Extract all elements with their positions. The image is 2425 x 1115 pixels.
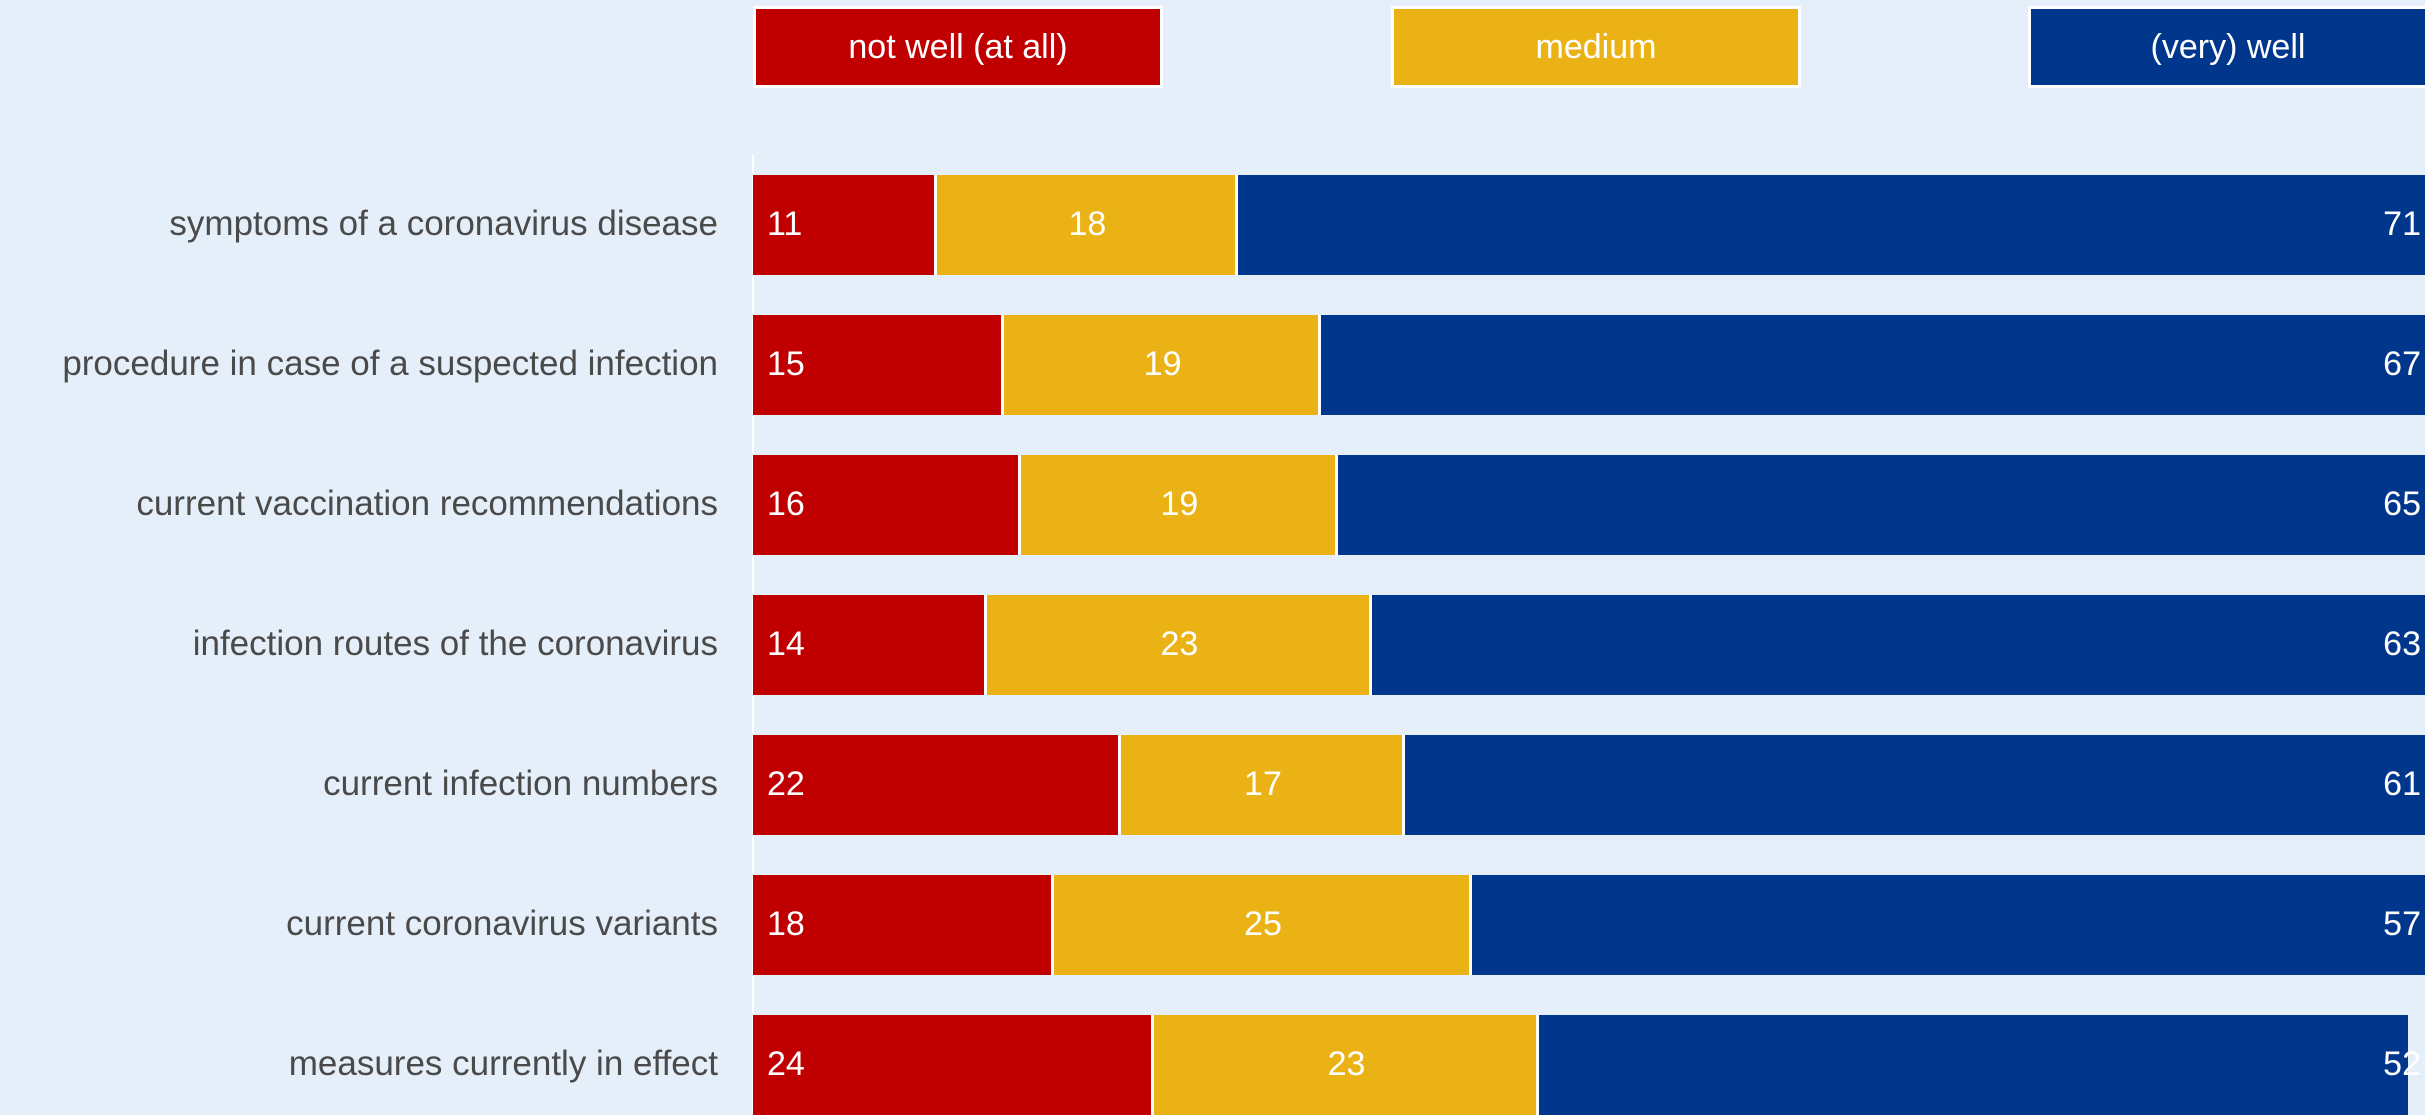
category-label: current vaccination recommendations — [136, 484, 718, 523]
data-label: 15 — [767, 345, 805, 383]
bar-segment — [1003, 315, 1322, 415]
bar-segment — [1538, 1015, 2409, 1115]
bar-segment — [753, 1015, 1155, 1115]
bar-segment — [1020, 455, 1339, 555]
bar-segment — [1371, 595, 2425, 695]
bar-segment — [753, 175, 937, 275]
bar-segment — [753, 455, 1021, 555]
category-label: current infection numbers — [323, 764, 718, 803]
bar-segment — [753, 595, 988, 695]
legend-item: not well (at all) — [753, 6, 1163, 88]
category-label: infection routes of the coronavirus — [192, 624, 718, 663]
data-label: 61 — [2383, 765, 2421, 803]
data-label: 19 — [1143, 345, 1182, 383]
category-label: symptoms of a coronavirus disease — [169, 204, 718, 243]
bar-segment — [753, 875, 1054, 975]
data-label: 57 — [2383, 905, 2421, 943]
bar-segment — [1120, 735, 1406, 835]
legend-item: medium — [1391, 6, 1801, 88]
bar-segment — [753, 735, 1121, 835]
bar-segment — [1338, 455, 2425, 555]
data-label: 23 — [1327, 1045, 1366, 1083]
bar-segment — [1405, 735, 2425, 835]
category-label: current coronavirus variants — [286, 904, 718, 943]
data-label: 63 — [2383, 625, 2421, 663]
data-label: 16 — [767, 485, 805, 523]
bar-segment — [1154, 1015, 1539, 1115]
bar-segment — [936, 175, 1238, 275]
data-label: 25 — [1244, 905, 1282, 943]
data-label: 65 — [2383, 485, 2421, 523]
bar-segment — [1321, 315, 2425, 415]
data-label: 11 — [767, 205, 803, 243]
data-label: 18 — [767, 905, 805, 943]
category-label: procedure in case of a suspected infecti… — [62, 344, 718, 383]
bar-segment — [1237, 175, 2425, 275]
legend-item: (very) well — [2028, 6, 2425, 88]
bar-segment — [1471, 875, 2425, 975]
bar-segment — [987, 595, 1372, 695]
category-label: measures currently in effect — [288, 1044, 718, 1083]
data-label: 22 — [767, 765, 805, 803]
data-label: 52 — [2383, 1045, 2421, 1083]
data-label: 17 — [1244, 765, 1282, 803]
data-label: 71 — [2383, 205, 2421, 243]
data-label: 67 — [2383, 345, 2421, 383]
data-label: 19 — [1160, 485, 1199, 523]
data-label: 18 — [1068, 205, 1107, 243]
data-label: 24 — [767, 1045, 805, 1083]
bar-segment — [753, 315, 1004, 415]
bar-segment — [1053, 875, 1472, 975]
data-label: 14 — [767, 625, 805, 663]
data-label: 23 — [1160, 625, 1199, 663]
